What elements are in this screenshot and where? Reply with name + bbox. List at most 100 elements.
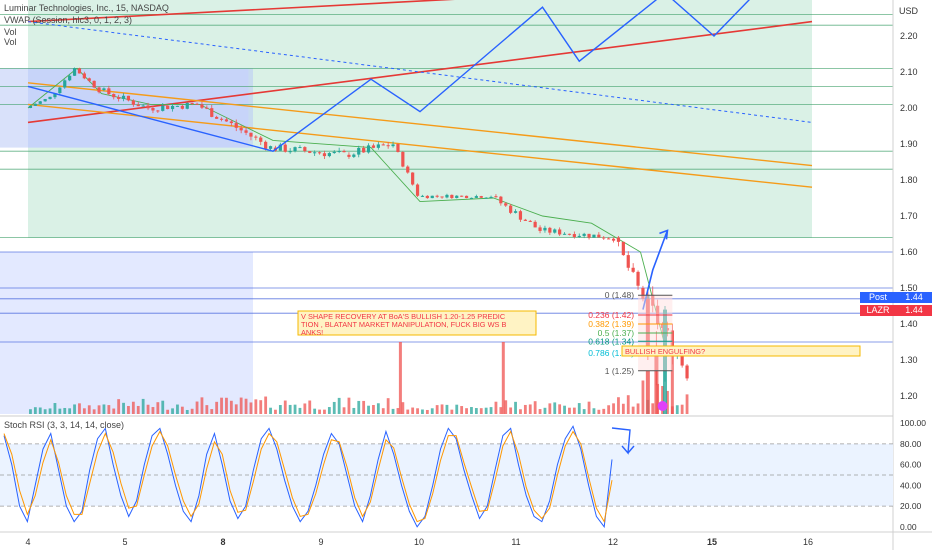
candle-body bbox=[352, 154, 356, 157]
time-tick-16: 16 bbox=[803, 537, 813, 547]
volume-bar bbox=[425, 409, 429, 414]
lazr-label-tag: LAZR bbox=[860, 305, 896, 316]
indicator-vol-label[interactable]: Vol bbox=[4, 27, 17, 37]
candle-body bbox=[72, 68, 77, 76]
volume-bar bbox=[538, 409, 542, 414]
candle-body bbox=[553, 229, 557, 233]
volume-bar bbox=[514, 401, 517, 414]
currency-label[interactable]: USD bbox=[898, 6, 918, 16]
volume-bar bbox=[48, 408, 52, 414]
red-channel-line-1[interactable] bbox=[27, 0, 714, 23]
price-tick-5: 1.70 bbox=[900, 211, 918, 221]
volume-bar bbox=[587, 401, 591, 414]
time-tick-5: 5 bbox=[122, 537, 127, 547]
volume-bar bbox=[43, 409, 47, 414]
time-tick-8: 8 bbox=[220, 537, 225, 547]
volume-bar bbox=[274, 409, 277, 414]
volume-bar bbox=[332, 401, 336, 414]
volume-bar bbox=[568, 407, 571, 414]
candle-body bbox=[460, 195, 464, 197]
volume-bar bbox=[612, 403, 615, 414]
candle-body bbox=[513, 211, 518, 213]
rsi-v-arrow[interactable] bbox=[611, 427, 635, 455]
volume-bar-final-0 bbox=[645, 370, 650, 414]
vwap-band-line[interactable] bbox=[27, 67, 666, 346]
candle-body bbox=[224, 119, 229, 122]
candle-body bbox=[548, 227, 552, 233]
candle-body bbox=[146, 105, 150, 109]
engulfing-callout-box[interactable] bbox=[621, 345, 861, 357]
volume-spike-1 bbox=[501, 342, 505, 414]
candle-body bbox=[268, 146, 273, 149]
volume-bar bbox=[367, 405, 370, 414]
rsi-line-D[interactable] bbox=[3, 430, 613, 524]
blue-zone-lower[interactable] bbox=[0, 252, 253, 414]
volume-bar bbox=[509, 407, 513, 414]
candle-body bbox=[558, 229, 562, 235]
candle-body bbox=[131, 100, 135, 105]
red-channel-line-0[interactable] bbox=[27, 20, 813, 124]
volume-bar bbox=[523, 404, 527, 414]
candle-body bbox=[376, 144, 380, 148]
price-tick-3: 1.90 bbox=[900, 139, 918, 149]
volume-bar bbox=[298, 407, 302, 414]
volume-bar bbox=[180, 406, 184, 414]
volume-bar bbox=[308, 400, 312, 414]
volume-bar bbox=[249, 402, 253, 414]
volume-bar bbox=[558, 404, 562, 414]
candle-body bbox=[259, 137, 263, 142]
volume-bar bbox=[102, 404, 106, 414]
manipulation-callout-box[interactable] bbox=[297, 310, 537, 336]
volume-bar bbox=[327, 407, 331, 414]
volume-bar bbox=[675, 405, 679, 414]
orange-trendline-0[interactable] bbox=[27, 82, 813, 167]
price-tick-9: 1.30 bbox=[900, 355, 918, 365]
candle-body bbox=[92, 80, 96, 88]
candle-body bbox=[680, 354, 684, 366]
candle-body bbox=[244, 130, 248, 133]
volume-bar bbox=[151, 407, 155, 414]
indicator-vol2-label[interactable]: Vol bbox=[4, 37, 17, 47]
indicator-vwap-label[interactable]: VWAP (Session, hlc3, 0, 1, 2, 3) bbox=[4, 15, 133, 25]
volume-bar bbox=[82, 408, 86, 414]
volume-bar bbox=[136, 405, 140, 414]
volume-bar bbox=[362, 400, 366, 414]
volume-bar bbox=[479, 408, 483, 414]
time-tick-11: 11 bbox=[511, 537, 520, 547]
volume-bar bbox=[592, 408, 596, 414]
candle-body bbox=[455, 195, 459, 199]
volume-bar bbox=[259, 400, 263, 414]
volume-bar bbox=[303, 403, 307, 414]
volume-bar bbox=[445, 404, 449, 414]
projection-zigzag-path[interactable] bbox=[27, 0, 763, 152]
volume-bar bbox=[53, 403, 57, 414]
rsi-tick-3: 40.00 bbox=[900, 480, 922, 490]
candle-body bbox=[538, 227, 542, 231]
lightning-icon[interactable] bbox=[657, 401, 668, 411]
candle-body bbox=[479, 196, 483, 198]
candle-body bbox=[543, 227, 547, 231]
price-tick-2: 2.00 bbox=[900, 103, 918, 113]
candle-body bbox=[87, 78, 91, 81]
orange-trendline-1[interactable] bbox=[27, 103, 813, 188]
rsi-tick-0: 100.00 bbox=[900, 418, 926, 428]
volume-bar bbox=[87, 405, 91, 414]
volume-bar bbox=[131, 401, 135, 414]
rsi-line-K[interactable] bbox=[3, 425, 613, 529]
volume-bar bbox=[313, 408, 317, 414]
candle-body bbox=[636, 271, 640, 286]
time-tick-15: 15 bbox=[707, 537, 717, 547]
volume-bar bbox=[244, 398, 248, 414]
candles-group[interactable] bbox=[28, 67, 689, 414]
volume-bar bbox=[636, 403, 640, 414]
candle-body bbox=[136, 104, 140, 107]
candle-body bbox=[469, 197, 474, 199]
candle-body bbox=[190, 102, 194, 104]
rsi-tick-2: 60.00 bbox=[900, 460, 922, 470]
volume-spike-0 bbox=[398, 342, 402, 414]
candle-body bbox=[82, 73, 86, 79]
stoch-rsi-title[interactable]: Stoch RSI (3, 3, 14, 14, close) bbox=[4, 420, 125, 430]
volume-bar bbox=[73, 404, 76, 414]
candle-body bbox=[288, 151, 292, 153]
